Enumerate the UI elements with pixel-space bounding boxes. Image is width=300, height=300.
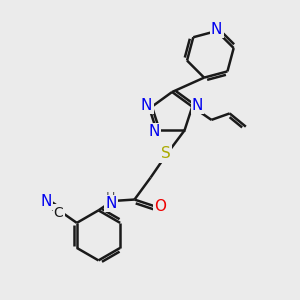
Text: N: N [211, 22, 222, 37]
Text: C: C [54, 206, 63, 220]
Text: N: N [192, 98, 203, 113]
Text: N: N [148, 124, 160, 139]
Text: N: N [141, 98, 152, 113]
Text: S: S [160, 146, 170, 161]
Text: N: N [105, 196, 117, 211]
Text: H: H [106, 191, 116, 204]
Text: N: N [40, 194, 52, 209]
Text: O: O [154, 200, 166, 214]
